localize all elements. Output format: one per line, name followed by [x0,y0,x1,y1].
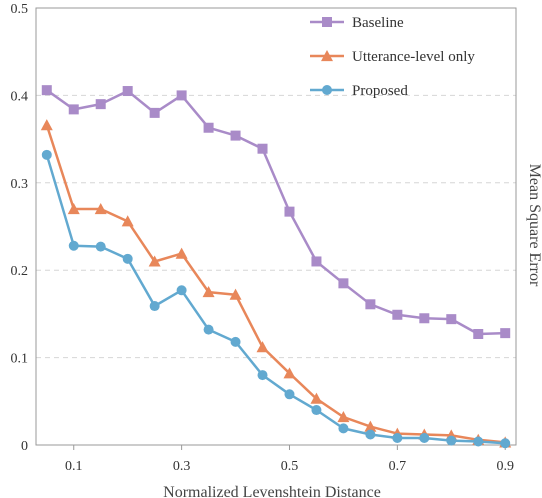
y-axis-label: Mean Square Error [526,164,542,287]
data-point [203,324,214,335]
y-tick-label: 0.4 [11,89,29,104]
series-triangle [40,119,512,448]
data-point [419,433,430,444]
series-square [41,85,511,340]
legend-marker [322,85,332,95]
legend-item: Proposed [310,83,408,99]
data-point [365,429,376,440]
legend-item: Baseline [310,15,404,31]
data-point [310,392,323,404]
data-point [95,99,106,110]
data-point [337,411,350,423]
data-point [256,341,269,353]
data-point [284,206,295,217]
x-tick-label: 0.9 [496,459,514,474]
data-point [202,286,215,298]
data-point [95,241,106,252]
data-point [203,122,214,133]
series-line [45,124,506,444]
data-point [419,313,430,324]
data-point [68,104,79,115]
data-point [41,85,52,96]
legend-marker [321,50,333,62]
series-line [46,89,506,336]
legend-label: Proposed [352,83,408,99]
data-point [94,203,107,215]
series-circle [41,149,511,449]
data-point [500,438,511,449]
data-point [446,435,457,446]
x-axis-label: Normalized Levenshtein Distance [163,484,381,498]
data-point [229,288,242,300]
x-tick-label: 0.1 [65,459,83,474]
y-tick-label: 0.1 [11,352,29,367]
data-point [338,423,349,434]
series-layer [40,85,512,449]
data-point [364,420,377,432]
data-point [283,367,296,379]
data-point [176,285,187,296]
data-point [122,253,133,264]
data-point [311,256,322,267]
data-point [365,299,376,310]
legend-item: Utterance-level only [310,49,475,65]
data-point [149,107,160,118]
data-point [175,247,188,259]
data-point [122,86,133,97]
legend-marker [322,17,332,27]
grid-layer [36,94,516,359]
plot-frame [35,7,517,446]
data-point [257,370,268,381]
y-tick-label: 0 [21,439,28,454]
tick-layer: 0 0.1 0.2 0.3 0.4 0.5 0.1 0.3 0.5 0.7 0.9 [11,2,514,474]
data-point [41,149,52,160]
x-tick-label: 0.3 [173,459,191,474]
y-tick-label: 0.5 [11,2,29,17]
data-point [68,240,79,251]
data-point [473,329,484,340]
data-point [176,90,187,101]
data-point [392,433,403,444]
data-point [149,301,160,312]
data-point [121,215,134,227]
data-point [473,436,484,447]
legend: Baseline Utterance-level only Proposed [310,15,475,99]
data-point [500,328,511,339]
legend-label: Utterance-level only [352,49,475,65]
data-point [284,389,295,400]
data-point [446,314,457,325]
data-point [67,203,80,215]
data-point [40,119,53,131]
y-tick-label: 0.2 [11,264,29,279]
legend-label: Baseline [352,15,404,31]
data-point [338,278,349,289]
y-tick-label: 0.3 [11,177,29,192]
data-point [392,309,403,320]
x-tick-label: 0.7 [389,459,407,474]
data-point [148,255,161,267]
data-point [230,130,241,141]
data-point [230,336,241,347]
x-tick-label: 0.5 [281,459,299,474]
data-point [257,143,268,154]
data-point [311,405,322,416]
series-line [45,154,506,445]
